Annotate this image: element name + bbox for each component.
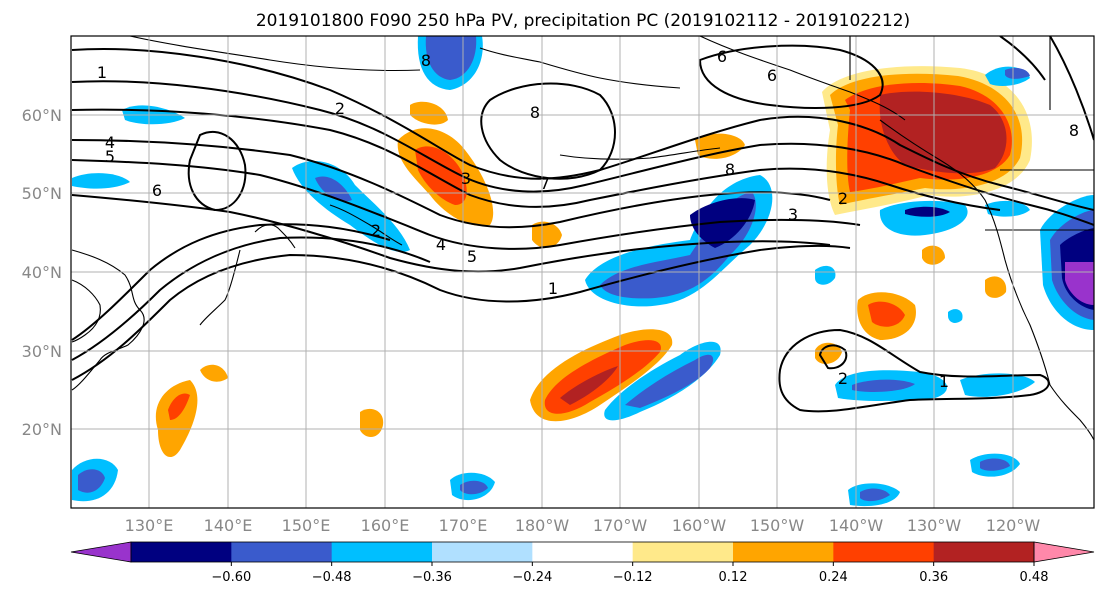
lon-label: 130°W	[907, 516, 962, 535]
contour-label: 4	[436, 235, 446, 254]
contour-label: 6	[767, 66, 777, 85]
colorbar-segment	[933, 542, 1035, 562]
map-title: 2019101800 F090 250 hPa PV, precipitatio…	[256, 11, 910, 31]
map-panel: 1 4 5 6 6 6 8 8 8 8 3 7 2 4 5 1 3 2 1 2 …	[71, 36, 1094, 508]
colorbar-segment	[632, 542, 734, 562]
lon-label: 160°W	[672, 516, 727, 535]
colorbar-tick-label: 0.12	[719, 570, 748, 585]
contour-label: 1	[97, 63, 107, 82]
precip-shading	[72, 36, 1094, 507]
map-frame	[70, 35, 1095, 509]
lon-label: 120°W	[986, 516, 1041, 535]
colorbar-tick-label: −0.36	[412, 570, 452, 585]
colorbar-extend-high	[1033, 541, 1095, 563]
colorbar-segment	[432, 542, 533, 562]
contour-label: 6	[717, 47, 727, 66]
colorbar-tick-label: 0.36	[919, 570, 948, 585]
contour-label: 8	[1069, 121, 1079, 140]
lat-label-20n: 20°N	[22, 420, 62, 439]
contour-label: 4	[105, 133, 115, 152]
lon-label: 150°W	[750, 516, 805, 535]
contour-label: 2	[838, 189, 848, 208]
colorbar-segment	[231, 542, 333, 562]
contour-label: 3	[788, 205, 798, 224]
contour-label: 2	[371, 221, 381, 240]
contour-label: 6	[152, 181, 162, 200]
lon-label: 170°E	[439, 516, 488, 535]
lon-label: 140°E	[204, 516, 253, 535]
colorbar	[70, 541, 1095, 563]
contour-label: 2	[335, 99, 345, 118]
latitude-labels: 60°N 50°N 40°N 30°N 20°N	[22, 106, 62, 439]
contour-label: 5	[105, 147, 115, 166]
contour-label: 1	[548, 279, 558, 298]
colorbar-tick-label: 0.24	[819, 570, 848, 585]
colorbar-tick-label: −0.48	[312, 570, 352, 585]
lat-label-30n: 30°N	[22, 342, 62, 361]
colorbar-segment	[532, 542, 634, 562]
lon-label: 180°W	[515, 516, 570, 535]
lon-label: 150°E	[282, 516, 331, 535]
contour-label: 1	[939, 372, 949, 391]
contour-label: 2	[838, 369, 848, 388]
lon-label: 140°W	[829, 516, 884, 535]
colorbar-tick-label: −0.60	[211, 570, 251, 585]
colorbar-segment	[833, 542, 935, 562]
colorbar-extend-low	[70, 541, 132, 563]
colorbar-tick-label: 0.48	[1020, 570, 1049, 585]
colorbar-segment	[331, 542, 433, 562]
lon-label: 130°E	[125, 516, 174, 535]
colorbar-tick-label: −0.12	[613, 570, 653, 585]
contour-label: 8	[421, 51, 431, 70]
contour-label: 5	[467, 247, 477, 266]
lat-label-40n: 40°N	[22, 263, 62, 282]
colorbar-segment	[733, 542, 834, 562]
contour-label: 8	[530, 103, 540, 122]
lat-label-60n: 60°N	[22, 106, 62, 125]
contour-labels: 1 4 5 6 6 6 8 8 8 8 3 7 2 4 5 1 3 2 1 2 …	[97, 47, 1079, 391]
longitude-labels: 130°E 140°E 150°E 160°E 170°E 180°W 170°…	[125, 516, 1041, 535]
lon-label: 160°E	[361, 516, 410, 535]
contour-label: 8	[725, 160, 735, 179]
colorbar-segment	[131, 542, 232, 562]
contour-label: 7	[540, 174, 550, 193]
contour-label: 3	[461, 169, 471, 188]
lat-label-50n: 50°N	[22, 184, 62, 203]
lon-label: 170°W	[593, 516, 648, 535]
colorbar-ticks: −0.60 −0.48 −0.36 −0.24 −0.12 0.12 0.24 0.36 0.4…	[211, 562, 1049, 585]
colorbar-tick-label: −0.24	[512, 570, 552, 585]
colorbar-frame	[130, 541, 1035, 563]
gridlines	[71, 36, 1094, 508]
